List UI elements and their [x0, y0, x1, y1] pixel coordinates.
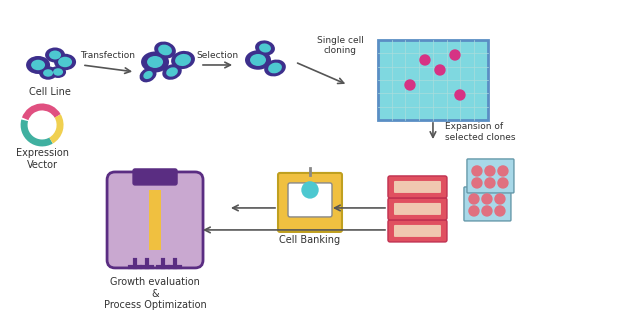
- Circle shape: [420, 55, 430, 65]
- Circle shape: [495, 206, 505, 216]
- FancyBboxPatch shape: [467, 159, 514, 193]
- Ellipse shape: [171, 51, 195, 69]
- Ellipse shape: [166, 67, 178, 77]
- Ellipse shape: [49, 51, 61, 60]
- Circle shape: [495, 194, 505, 204]
- FancyBboxPatch shape: [378, 40, 488, 120]
- Text: Expansion of
selected clones: Expansion of selected clones: [445, 122, 515, 142]
- Text: Single cell
cloning: Single cell cloning: [317, 36, 363, 55]
- FancyBboxPatch shape: [394, 181, 441, 193]
- Circle shape: [498, 166, 508, 176]
- Circle shape: [405, 80, 415, 90]
- Ellipse shape: [264, 60, 286, 76]
- Ellipse shape: [31, 60, 45, 70]
- Ellipse shape: [141, 52, 169, 72]
- Ellipse shape: [53, 68, 63, 76]
- Circle shape: [485, 178, 495, 188]
- Ellipse shape: [259, 44, 271, 52]
- Ellipse shape: [154, 42, 176, 59]
- Text: Cell Line: Cell Line: [29, 87, 71, 97]
- FancyBboxPatch shape: [394, 225, 441, 237]
- Ellipse shape: [54, 54, 76, 70]
- Text: Expression
Vector: Expression Vector: [16, 148, 69, 170]
- Text: Selection: Selection: [196, 51, 238, 60]
- Circle shape: [482, 206, 492, 216]
- FancyBboxPatch shape: [107, 172, 203, 268]
- Text: Transfection: Transfection: [81, 51, 136, 60]
- FancyBboxPatch shape: [394, 203, 441, 215]
- Ellipse shape: [158, 44, 172, 55]
- Ellipse shape: [50, 66, 66, 78]
- Ellipse shape: [58, 57, 72, 67]
- Ellipse shape: [250, 54, 266, 66]
- Circle shape: [302, 182, 318, 198]
- Ellipse shape: [39, 66, 57, 80]
- FancyBboxPatch shape: [388, 198, 447, 220]
- Ellipse shape: [45, 47, 65, 62]
- Ellipse shape: [26, 56, 50, 74]
- Circle shape: [482, 194, 492, 204]
- FancyBboxPatch shape: [278, 173, 342, 232]
- Circle shape: [472, 178, 482, 188]
- Ellipse shape: [175, 54, 191, 66]
- Circle shape: [450, 50, 460, 60]
- FancyBboxPatch shape: [388, 220, 447, 242]
- Bar: [149, 190, 161, 250]
- Circle shape: [485, 166, 495, 176]
- Ellipse shape: [43, 69, 53, 77]
- Circle shape: [455, 90, 465, 100]
- Ellipse shape: [143, 71, 153, 79]
- Ellipse shape: [255, 40, 275, 56]
- Ellipse shape: [147, 56, 163, 68]
- Text: Growth evaluation
&
Process Optimization: Growth evaluation & Process Optimization: [104, 277, 206, 310]
- Ellipse shape: [140, 68, 156, 82]
- Ellipse shape: [268, 63, 282, 73]
- Circle shape: [469, 206, 479, 216]
- Ellipse shape: [245, 50, 271, 70]
- Text: Cell Banking: Cell Banking: [280, 235, 340, 245]
- Circle shape: [435, 65, 445, 75]
- Ellipse shape: [162, 64, 182, 80]
- FancyBboxPatch shape: [388, 176, 447, 198]
- Circle shape: [472, 166, 482, 176]
- FancyBboxPatch shape: [133, 169, 177, 185]
- Circle shape: [498, 178, 508, 188]
- Circle shape: [469, 194, 479, 204]
- FancyBboxPatch shape: [288, 183, 332, 217]
- FancyBboxPatch shape: [464, 187, 511, 221]
